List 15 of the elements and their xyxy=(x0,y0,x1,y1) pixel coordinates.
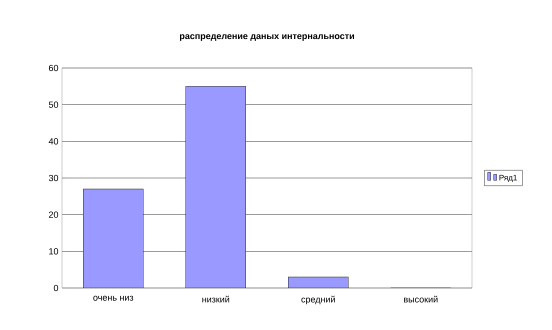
x-tick-label: очень низ xyxy=(93,296,134,301)
y-tick-label: 20 xyxy=(48,211,58,218)
y-tick-label: 10 xyxy=(49,248,58,255)
x-tick-label: высокий xyxy=(404,296,438,303)
bar xyxy=(288,277,348,288)
x-tick-label: средний xyxy=(301,296,335,304)
y-tick-label: 30 xyxy=(48,174,58,182)
bar xyxy=(186,86,246,288)
y-tick-label: 40 xyxy=(48,138,58,145)
y-tick-label: 60 xyxy=(48,64,58,72)
chart-title: распределение даных интернальности xyxy=(180,34,354,41)
x-tick-label: низкий xyxy=(202,296,230,303)
y-tick-label: 0 xyxy=(54,284,58,292)
bar xyxy=(83,188,144,288)
y-tick-label: 50 xyxy=(48,101,58,108)
